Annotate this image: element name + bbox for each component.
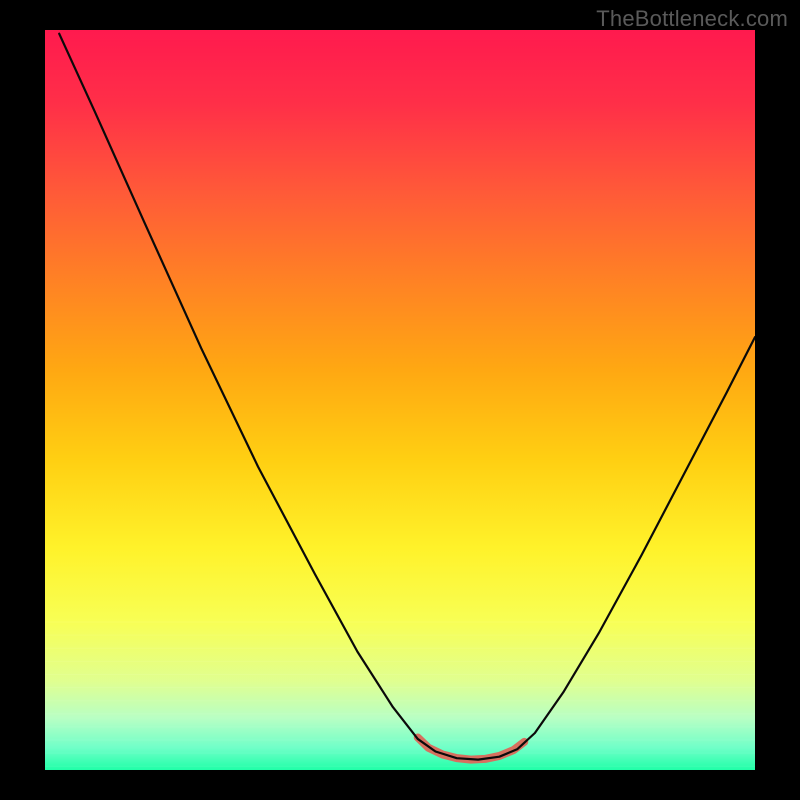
watermark-text: TheBottleneck.com: [596, 6, 788, 32]
plot-svg: [45, 30, 755, 770]
chart-frame: TheBottleneck.com: [0, 0, 800, 800]
gradient-background: [45, 30, 755, 770]
plot-area: [45, 30, 755, 770]
